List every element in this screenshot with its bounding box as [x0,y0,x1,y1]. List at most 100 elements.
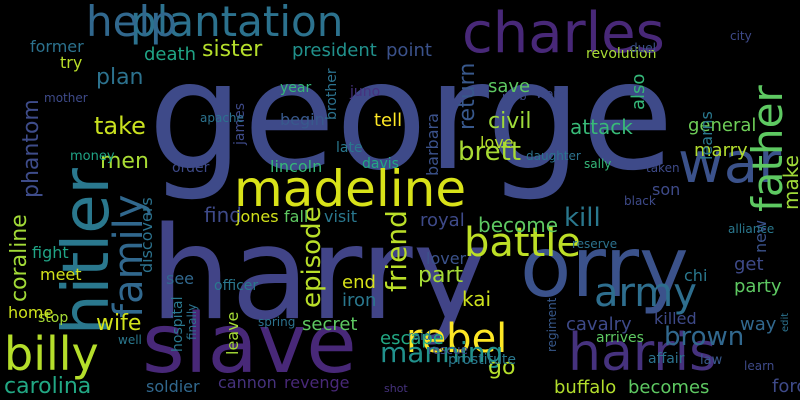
word: battle [464,220,581,266]
word: prostitute [448,352,516,368]
word: plantation [130,0,343,46]
word: lincoln [270,157,322,176]
word: leave [223,312,242,355]
word: discovers [137,197,156,273]
word: kai [462,287,491,311]
word: taken [646,161,680,175]
word: death [144,44,196,65]
word: save [488,76,530,97]
word: lover [426,249,467,268]
word: affair [648,351,685,367]
word: order [172,160,210,176]
word: men [100,149,149,174]
word: brett [458,137,521,167]
word: arrives [596,330,644,346]
word: become [478,213,558,237]
word: madeline [234,160,466,218]
word: mob [502,90,526,103]
word: make [779,155,800,210]
word: get [734,254,764,275]
word: finally [185,304,199,340]
word: father [743,85,792,212]
word: sister [202,37,263,62]
word: way [740,314,777,335]
word: slave [142,297,357,392]
word: revolution [586,46,657,62]
word: rebel [406,316,507,362]
word: kill [564,203,601,233]
word: regiment [545,297,559,352]
word: find [204,203,242,227]
word: orry [520,218,689,316]
word: friend [380,210,413,292]
word: home [8,303,53,322]
word: go [488,355,515,380]
word: war [678,131,782,196]
word: soldier [146,377,200,396]
word: sally [584,157,611,171]
word: daughter [526,149,581,163]
word: harry [150,200,488,349]
word: take [94,112,146,140]
word: meet [40,265,82,284]
word: return [455,63,480,130]
word: love [480,133,514,152]
word: apache [200,111,244,125]
word: rescue [428,343,468,357]
word: hitler [50,167,124,335]
word: learns [697,111,716,160]
word: black [624,194,656,208]
word: iron [342,290,376,311]
word: begin [280,110,325,129]
word: army [594,270,697,316]
word: manning [380,336,503,369]
word: secret [302,314,358,335]
word: edit [780,313,791,332]
word: family [106,195,152,318]
word: billy [4,327,99,381]
word: harris [568,323,716,383]
word: george [148,30,674,204]
word: carolina [4,374,91,399]
word: brother [324,68,340,120]
word: killed [654,309,697,328]
word: barbara [423,113,442,176]
word: fall [284,207,308,226]
word: former [30,37,84,56]
word: president [292,40,377,61]
word: point [386,40,432,61]
word: juno [349,84,380,100]
word: city [730,29,752,43]
word: general [688,115,756,136]
word: episode [297,206,327,308]
word: money [70,149,115,164]
word: work [536,87,565,101]
word: try [60,53,82,72]
word: son [652,180,680,199]
word: late [336,140,363,156]
word: law [700,353,723,368]
word: tell [374,110,402,131]
word: year [280,80,311,96]
word: force [772,376,800,397]
word: phantom [19,99,44,198]
word: alliance [728,222,774,236]
word: chi [684,266,707,285]
word: escape [380,328,444,349]
word: jones [235,207,279,226]
word: james [232,103,248,146]
word: marry [694,140,748,161]
word: learn [744,359,774,373]
word: spring [258,315,295,329]
word: davis [362,156,399,172]
word: brown [664,322,744,352]
word: officer [214,278,258,294]
word: civil [488,109,531,134]
word: cavalry [566,314,632,335]
word: shot [384,382,408,395]
word: hospital [170,297,186,352]
word: wife [96,311,141,336]
word: also [628,74,649,110]
